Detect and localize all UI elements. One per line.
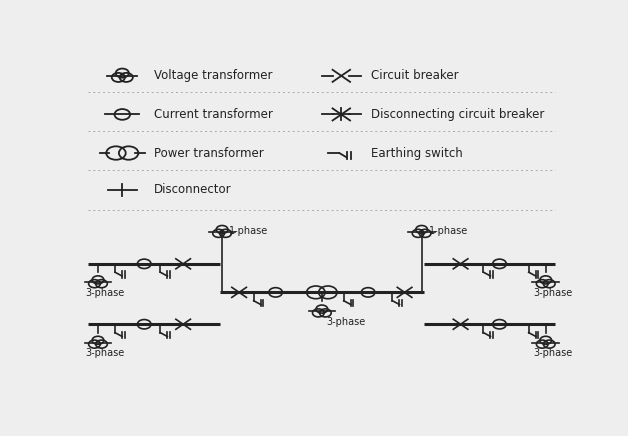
Text: Disconnector: Disconnector bbox=[154, 184, 232, 197]
Text: Current transformer: Current transformer bbox=[154, 108, 273, 121]
Text: 3-phase: 3-phase bbox=[86, 348, 125, 358]
Text: Earthing switch: Earthing switch bbox=[371, 146, 462, 160]
Text: Power transformer: Power transformer bbox=[154, 146, 264, 160]
Text: 1-phase: 1-phase bbox=[229, 226, 269, 236]
Text: Voltage transformer: Voltage transformer bbox=[154, 69, 273, 82]
Text: 3-phase: 3-phase bbox=[534, 288, 573, 298]
Text: 1-phase: 1-phase bbox=[429, 226, 468, 236]
Text: Circuit breaker: Circuit breaker bbox=[371, 69, 458, 82]
Text: 3-phase: 3-phase bbox=[86, 288, 125, 298]
Text: Disconnecting circuit breaker: Disconnecting circuit breaker bbox=[371, 108, 544, 121]
Text: 3-phase: 3-phase bbox=[327, 317, 366, 327]
Text: 3-phase: 3-phase bbox=[534, 348, 573, 358]
